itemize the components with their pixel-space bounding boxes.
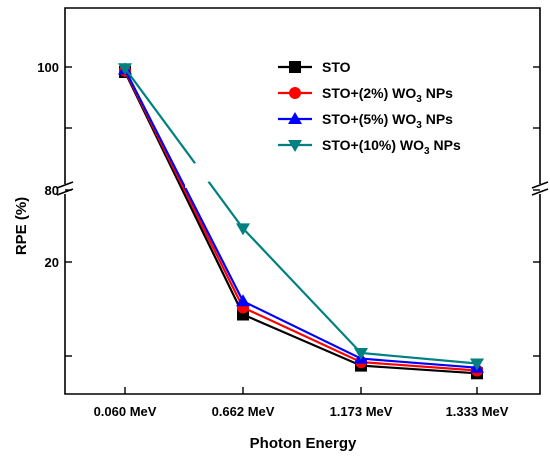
data-point	[354, 348, 368, 360]
legend-label: STO+(5%) WO3 NPs	[322, 111, 453, 131]
x-tick-label: 0.060 MeV	[94, 404, 157, 419]
break-slash	[56, 188, 74, 196]
legend-label: STO	[322, 59, 351, 75]
series-4	[118, 63, 484, 371]
y-tick-label: 20	[45, 255, 59, 270]
data-point	[236, 294, 250, 307]
x-tick-label: 1.333 MeV	[446, 404, 509, 419]
data-point	[289, 61, 301, 73]
x-axis-title: Photon Energy	[250, 435, 357, 452]
data-point	[288, 140, 302, 152]
frame-upper	[64, 7, 541, 184]
legend-label: STO+(2%) WO3 NPs	[322, 85, 453, 105]
axis-break-gap	[185, 158, 215, 188]
data-point	[236, 223, 250, 236]
x-axis: 0.060 MeV 0.662 MeV 1.173 MeV 1.333 MeV	[94, 387, 509, 419]
series-line	[124, 69, 478, 369]
x-tick-label: 0.662 MeV	[212, 404, 275, 419]
data-point	[118, 63, 132, 76]
axis-break-marks	[56, 181, 549, 196]
legend: STO STO+(2%) WO3 NPs STO+(5%) WO3 NPs STO+(…	[278, 59, 461, 157]
frame-lower	[64, 194, 541, 395]
data-point	[470, 358, 484, 371]
break-slash	[531, 181, 549, 189]
break-gap	[185, 158, 215, 188]
y-axis-title: RPE (%)	[13, 197, 30, 255]
plot-frame	[64, 7, 541, 395]
break-slash	[56, 181, 74, 189]
data-point	[288, 112, 302, 124]
legend-label: STO+(10%) WO3 NPs	[322, 137, 461, 157]
data-point	[289, 87, 301, 99]
series-line	[124, 71, 478, 375]
break-slash	[531, 188, 549, 196]
series-layer	[118, 62, 484, 380]
series-line	[124, 70, 478, 372]
series-3	[118, 62, 484, 373]
y-tick-label: 80	[45, 183, 59, 198]
y-tick-label: 100	[37, 60, 59, 75]
x-tick-label: 1.173 MeV	[330, 404, 393, 419]
series-line	[124, 67, 478, 365]
y-axis: 100 80 20	[37, 60, 540, 357]
